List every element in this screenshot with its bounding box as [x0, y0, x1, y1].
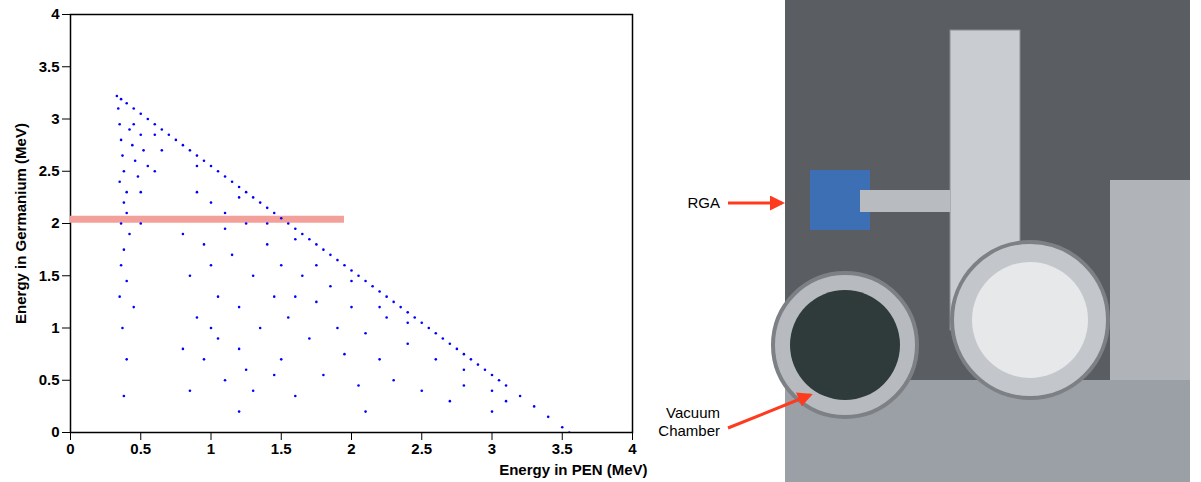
svg-text:2.5: 2.5 [411, 440, 432, 457]
svg-text:3: 3 [51, 110, 59, 127]
svg-text:3: 3 [488, 440, 496, 457]
svg-text:1: 1 [51, 319, 59, 336]
svg-text:4: 4 [51, 5, 60, 22]
svg-text:0: 0 [51, 423, 59, 440]
svg-text:3.5: 3.5 [552, 440, 573, 457]
svg-text:1.5: 1.5 [271, 440, 292, 457]
svg-text:RGA: RGA [687, 194, 720, 211]
svg-text:VacuumChamber: VacuumChamber [658, 404, 720, 439]
svg-text:1.5: 1.5 [39, 267, 60, 284]
svg-text:Energy in Germanium (MeV): Energy in Germanium (MeV) [12, 123, 29, 324]
svg-text:2: 2 [51, 214, 59, 231]
svg-text:2: 2 [347, 440, 355, 457]
svg-text:1: 1 [207, 440, 215, 457]
svg-text:0: 0 [66, 440, 74, 457]
svg-text:4: 4 [628, 440, 637, 457]
svg-text:0.5: 0.5 [130, 440, 151, 457]
svg-text:3.5: 3.5 [39, 58, 60, 75]
svg-text:2.5: 2.5 [39, 162, 60, 179]
svg-text:Energy in PEN (MeV): Energy in PEN (MeV) [499, 461, 647, 478]
svg-text:0.5: 0.5 [39, 371, 60, 388]
